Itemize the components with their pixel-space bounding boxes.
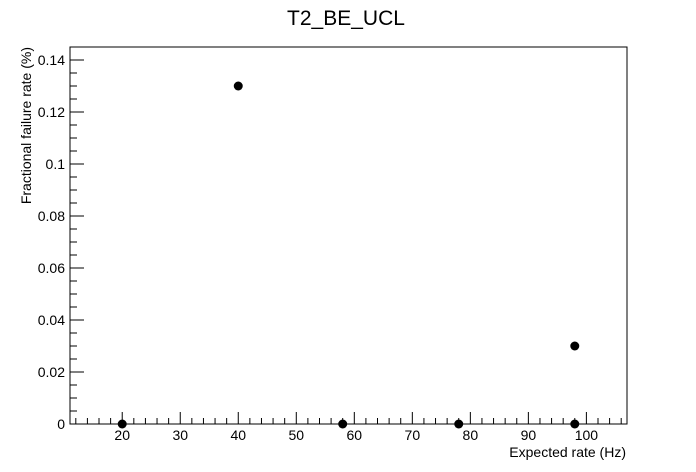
data-point (338, 419, 348, 429)
y-tick-label: 0.12 (38, 104, 65, 120)
y-axis-title: Fractional failure rate (%) (18, 47, 34, 204)
x-tick-label: 20 (114, 427, 130, 443)
data-point (117, 419, 127, 429)
data-point (454, 419, 464, 429)
x-tick-label: 100 (575, 427, 599, 443)
data-point (570, 419, 580, 429)
x-tick-label: 60 (347, 427, 363, 443)
y-axis-tick-labels: 0 0.02 0.04 0.06 0.08 0.1 0.12 0.14 (38, 52, 65, 432)
y-tick-label: 0.1 (46, 156, 66, 172)
data-point (233, 81, 243, 91)
x-tick-label: 40 (230, 427, 246, 443)
y-axis-ticks (70, 46, 84, 425)
y-tick-label: 0.14 (38, 52, 65, 68)
data-point (570, 341, 580, 351)
x-axis-tick-labels: 20 30 40 50 60 70 80 90 100 (114, 427, 598, 443)
chart-title: T2_BE_UCL (287, 7, 405, 30)
y-tick-label: 0 (57, 416, 65, 432)
x-tick-label: 90 (521, 427, 537, 443)
y-tick-label: 0.08 (38, 208, 65, 224)
x-tick-label: 70 (405, 427, 421, 443)
data-points (117, 81, 580, 429)
y-tick-label: 0.06 (38, 260, 65, 276)
y-tick-label: 0.02 (38, 364, 65, 380)
y-tick-label: 0.04 (38, 312, 65, 328)
x-axis-title: Expected rate (Hz) (509, 444, 626, 460)
plot-frame (69, 46, 628, 425)
x-axis-ticks (75, 412, 622, 424)
x-tick-label: 50 (288, 427, 304, 443)
x-tick-label: 80 (463, 427, 479, 443)
x-tick-label: 30 (172, 427, 188, 443)
